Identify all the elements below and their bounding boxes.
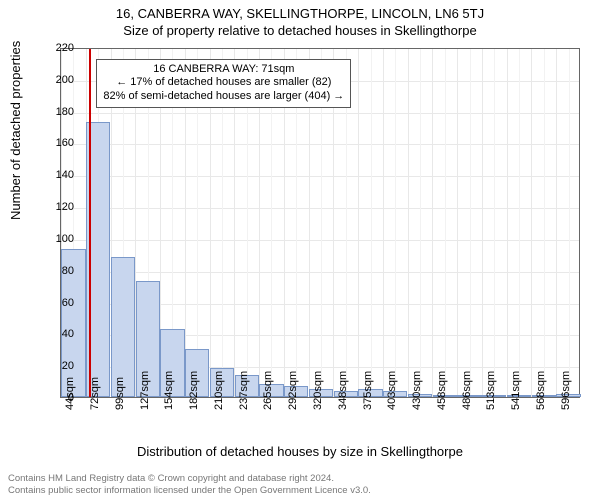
gridline-v-minor	[470, 49, 471, 397]
y-tick-label: 180	[44, 106, 74, 118]
gridline-v-minor	[569, 49, 570, 397]
gridline-v	[482, 49, 483, 397]
chart-title-line2: Size of property relative to detached ho…	[0, 21, 600, 38]
gridline-h	[61, 176, 579, 177]
gridline-v-minor	[494, 49, 495, 397]
y-tick-label: 80	[44, 265, 74, 277]
annotation-line1: 16 CANBERRA WAY: 71sqm	[103, 63, 344, 77]
y-tick-label: 100	[44, 233, 74, 245]
gridline-v	[358, 49, 359, 397]
y-tick-label: 40	[44, 328, 74, 340]
gridline-h	[61, 272, 579, 273]
x-axis-label: Distribution of detached houses by size …	[0, 444, 600, 459]
gridline-h	[61, 240, 579, 241]
gridline-v	[408, 49, 409, 397]
chart-title-line1: 16, CANBERRA WAY, SKELLINGTHORPE, LINCOL…	[0, 0, 600, 21]
chart-plot-area: 16 CANBERRA WAY: 71sqm ← 17% of detached…	[60, 48, 580, 398]
footer-line2: Contains public sector information licen…	[8, 485, 371, 496]
gridline-v-minor	[544, 49, 545, 397]
gridline-h	[61, 113, 579, 114]
histogram-bar	[111, 257, 135, 397]
gridline-v-minor	[420, 49, 421, 397]
y-tick-label: 160	[44, 137, 74, 149]
gridline-h	[61, 144, 579, 145]
y-tick-label: 220	[44, 42, 74, 54]
y-tick-label: 60	[44, 297, 74, 309]
annotation-line2: ← 17% of detached houses are smaller (82…	[103, 76, 344, 90]
subject-marker-line	[89, 49, 91, 397]
footer-attribution: Contains HM Land Registry data © Crown c…	[8, 473, 371, 496]
gridline-v-minor	[371, 49, 372, 397]
y-tick-label: 200	[44, 74, 74, 86]
gridline-v	[432, 49, 433, 397]
y-tick-label: 120	[44, 201, 74, 213]
footer-line1: Contains HM Land Registry data © Crown c…	[8, 473, 371, 484]
gridline-v	[383, 49, 384, 397]
y-tick-label: 140	[44, 169, 74, 181]
gridline-v-minor	[395, 49, 396, 397]
gridline-v-minor	[445, 49, 446, 397]
gridline-v-minor	[519, 49, 520, 397]
gridline-h	[61, 208, 579, 209]
gridline-v	[531, 49, 532, 397]
gridline-v	[457, 49, 458, 397]
annotation-box: 16 CANBERRA WAY: 71sqm ← 17% of detached…	[96, 59, 351, 108]
y-tick-label: 20	[44, 360, 74, 372]
annotation-line3: 82% of semi-detached houses are larger (…	[103, 90, 344, 104]
gridline-v	[507, 49, 508, 397]
y-axis-label: Number of detached properties	[8, 41, 23, 220]
gridline-v	[556, 49, 557, 397]
